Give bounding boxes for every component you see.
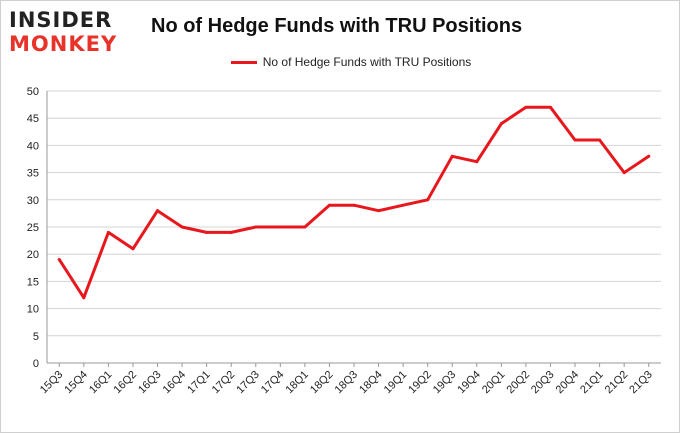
x-tick-label: 20Q2 <box>505 369 533 397</box>
x-tick-label: 17Q2 <box>210 369 238 397</box>
x-tick-label: 16Q3 <box>136 369 164 397</box>
data-point <box>352 203 356 207</box>
legend-label: No of Hedge Funds with TRU Positions <box>262 55 472 69</box>
data-point <box>524 105 528 109</box>
data-point <box>622 171 626 175</box>
data-point <box>205 230 209 234</box>
x-tick-label: 18Q4 <box>357 369 385 397</box>
x-tick-label: 20Q1 <box>480 369 508 397</box>
y-tick-label: 45 <box>27 113 39 125</box>
data-point <box>180 225 184 229</box>
x-tick-label: 16Q1 <box>87 369 115 397</box>
x-tick-label: 19Q4 <box>455 369 483 397</box>
y-tick-label: 35 <box>27 168 39 180</box>
data-point <box>598 138 602 142</box>
data-point <box>548 105 552 109</box>
x-tick-label: 16Q2 <box>112 369 140 397</box>
data-point <box>377 209 381 213</box>
data-point <box>156 209 160 213</box>
insider-monkey-logo: INSIDER MONKEY <box>9 7 129 55</box>
series-line <box>57 105 651 300</box>
x-tick-label: 18Q2 <box>308 369 336 397</box>
data-point <box>573 138 577 142</box>
data-point <box>131 247 135 251</box>
data-point <box>647 154 651 158</box>
y-tick-label: 20 <box>27 249 39 261</box>
y-tick-label: 0 <box>33 358 39 370</box>
data-point <box>57 258 61 262</box>
y-tick-label: 15 <box>27 276 39 288</box>
x-tick-label: 15Q3 <box>38 369 66 397</box>
data-point <box>278 225 282 229</box>
x-tick-label: 17Q4 <box>259 369 287 397</box>
x-tick-label: 19Q1 <box>382 369 410 397</box>
y-tick-label: 50 <box>27 86 39 98</box>
x-tick-label: 19Q3 <box>431 369 459 397</box>
y-tick-label: 25 <box>27 222 39 234</box>
x-tick-label: 19Q2 <box>406 369 434 397</box>
x-tick-label: 21Q2 <box>603 369 631 397</box>
chart-legend: No of Hedge Funds with TRU Positions <box>1 55 680 69</box>
x-tick-label: 16Q4 <box>161 369 189 397</box>
x-tick-label: 20Q4 <box>554 369 582 397</box>
data-point <box>254 225 258 229</box>
logo-text-monkey: MONKEY <box>9 32 118 56</box>
x-tick-label: 17Q1 <box>185 369 213 397</box>
data-point <box>426 198 430 202</box>
data-point <box>82 296 86 300</box>
logo-text-insider: INSIDER <box>9 8 113 32</box>
x-tick-label: 21Q3 <box>627 369 655 397</box>
data-point <box>303 225 307 229</box>
data-point <box>499 122 503 126</box>
x-tick-label: 18Q3 <box>333 369 361 397</box>
data-point <box>229 230 233 234</box>
data-point <box>450 154 454 158</box>
data-point <box>327 203 331 207</box>
data-point <box>475 160 479 164</box>
data-point <box>106 230 110 234</box>
x-tick-label: 17Q3 <box>234 369 262 397</box>
data-point <box>401 203 405 207</box>
legend-line-swatch <box>230 60 257 64</box>
y-tick-label: 10 <box>27 304 39 316</box>
x-tick-label: 21Q1 <box>578 369 606 397</box>
x-tick-label: 15Q4 <box>62 369 90 397</box>
x-tick-label: 20Q3 <box>529 369 557 397</box>
y-tick-label: 40 <box>27 140 39 152</box>
x-tick-label: 18Q1 <box>283 369 311 397</box>
y-tick-label: 30 <box>27 195 39 207</box>
y-tick-label: 5 <box>33 331 39 343</box>
chart-title: No of Hedge Funds with TRU Positions <box>151 15 523 37</box>
